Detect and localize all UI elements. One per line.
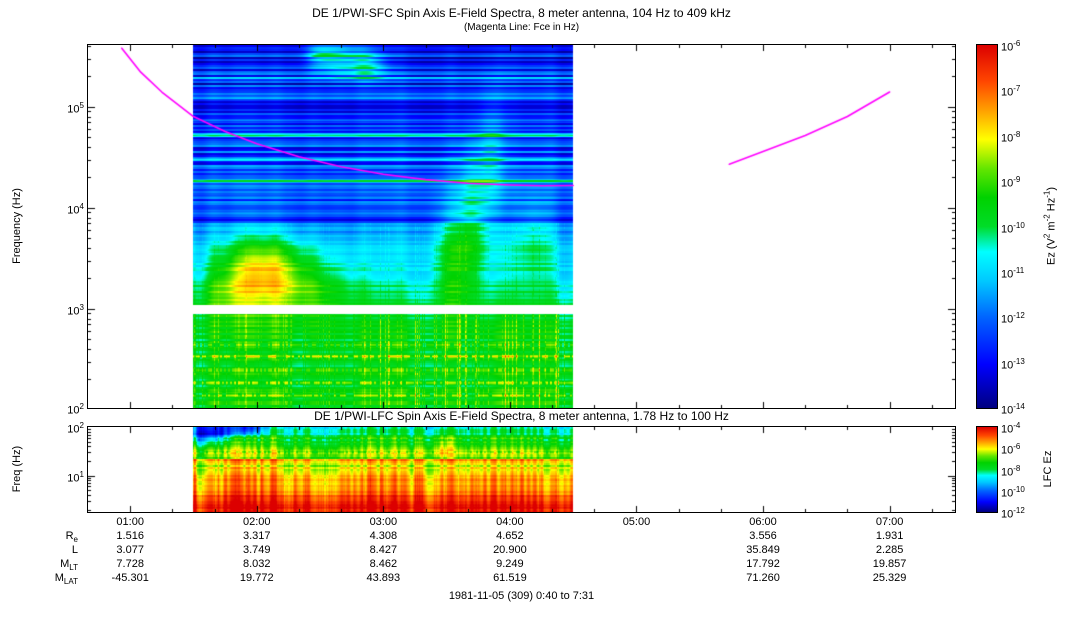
x-tick-label: 02:00 [242,516,271,528]
lfc-colorbar-tick-label: 10-8 [1001,463,1021,479]
lfc-y-tick-label: 101 [67,469,84,485]
sfc-colorbar [976,44,998,409]
lfc-title: DE 1/PWI-LFC Spin Axis E-Field Spectra, … [314,409,729,423]
sfc-y-tick-label: 102 [67,402,84,417]
sfc-colorbar-tick-label: 10-8 [1001,129,1021,145]
ephemeris-value: 19.772 [239,572,274,584]
lfc-y-tick-label: 102 [67,421,84,436]
ephemeris-value: 3.317 [242,530,271,542]
lfc-y-axis-label: Freq (Hz) [11,445,23,493]
sfc-colorbar-tick-label: 10-7 [1001,84,1021,100]
ephemeris-value: 35.849 [746,544,780,556]
lfc-colorbar-tick-label: 10-12 [1001,506,1025,521]
sfc-colorbar-label: Ez (V2 m-2 Hz-1) [1042,186,1058,266]
ephemeris-value: -45.301 [111,572,149,584]
ephemeris-row-label: MLT [60,558,78,573]
lfc-spectrogram-canvas [88,427,955,512]
sfc-spectrogram-canvas [88,45,955,408]
x-tick-label: 03:00 [369,516,398,528]
x-tick-label: 01:00 [116,516,144,528]
sfc-y-tick-label: 104 [67,201,84,217]
ephemeris-value: 17.792 [746,558,780,570]
sfc-colorbar-tick-label: 10-9 [1001,175,1021,190]
ephemeris-value: 8.427 [369,544,398,556]
lfc-colorbar-tick-label: 10-6 [1001,442,1021,457]
ephemeris-value: 1.516 [116,530,144,542]
sfc-colorbar-tick-label: 10-13 [1001,356,1025,372]
ephemeris-value: 4.652 [496,530,524,542]
ephemeris-value: 71.260 [746,572,780,584]
ephemeris-value: 19.857 [872,558,907,570]
ephemeris-value: 43.893 [366,572,401,584]
lfc-colorbar-tick-label: 10-10 [1001,484,1025,500]
ephemeris-value: 8.462 [369,558,398,570]
sfc-title: DE 1/PWI-SFC Spin Axis E-Field Spectra, … [312,6,731,20]
sfc-y-tick-label: 105 [67,100,84,116]
ephemeris-row-label: L [71,544,78,556]
sfc-colorbar-tick-label: 10-11 [1001,265,1025,281]
x-tick-label: 06:00 [749,516,777,528]
ephemeris-value: 61.519 [493,572,527,584]
lfc-plot-panel [87,426,956,513]
ephemeris-value: 8.032 [242,558,271,570]
ephemeris-value: 2.285 [875,544,904,556]
sfc-subtitle: (Magenta Line: Fce in Hz) [463,22,580,33]
sfc-colorbar-tick-label: 10-10 [1001,220,1025,236]
sfc-y-tick-label: 103 [67,302,84,318]
sfc-y-axis-label: Frequency (Hz) [11,188,23,264]
x-tick-label: 07:00 [875,516,904,528]
ephemeris-value: 4.308 [369,530,398,542]
ephemeris-value: 20.900 [493,544,527,556]
ephemeris-value: 3.556 [749,530,777,542]
x-tick-label: 04:00 [496,516,524,528]
ephemeris-value: 3.077 [116,544,144,556]
ephemeris-row-label: Re [65,530,78,545]
ephemeris-row-label: MLAT [54,572,78,587]
sfc-colorbar-tick-label: 10-6 [1001,39,1021,54]
ephemeris-value: 9.249 [496,558,524,570]
lfc-colorbar-tick-label: 10-4 [1001,421,1021,436]
sfc-colorbar-tick-label: 10-14 [1001,402,1025,417]
ephemeris-value: 3.749 [242,544,271,556]
sfc-plot-panel [87,44,956,409]
ephemeris-value: 7.728 [116,558,144,570]
sfc-colorbar-tick-label: 10-12 [1001,311,1025,326]
ephemeris-value: 1.931 [875,530,904,542]
x-tick-label: 05:00 [622,516,651,528]
ephemeris-value: 25.329 [872,572,907,584]
time-range-footer: 1981-11-05 (309) 0:40 to 7:31 [448,590,595,602]
lfc-colorbar-label: LFC Ez [1042,450,1054,488]
lfc-colorbar [976,426,998,513]
